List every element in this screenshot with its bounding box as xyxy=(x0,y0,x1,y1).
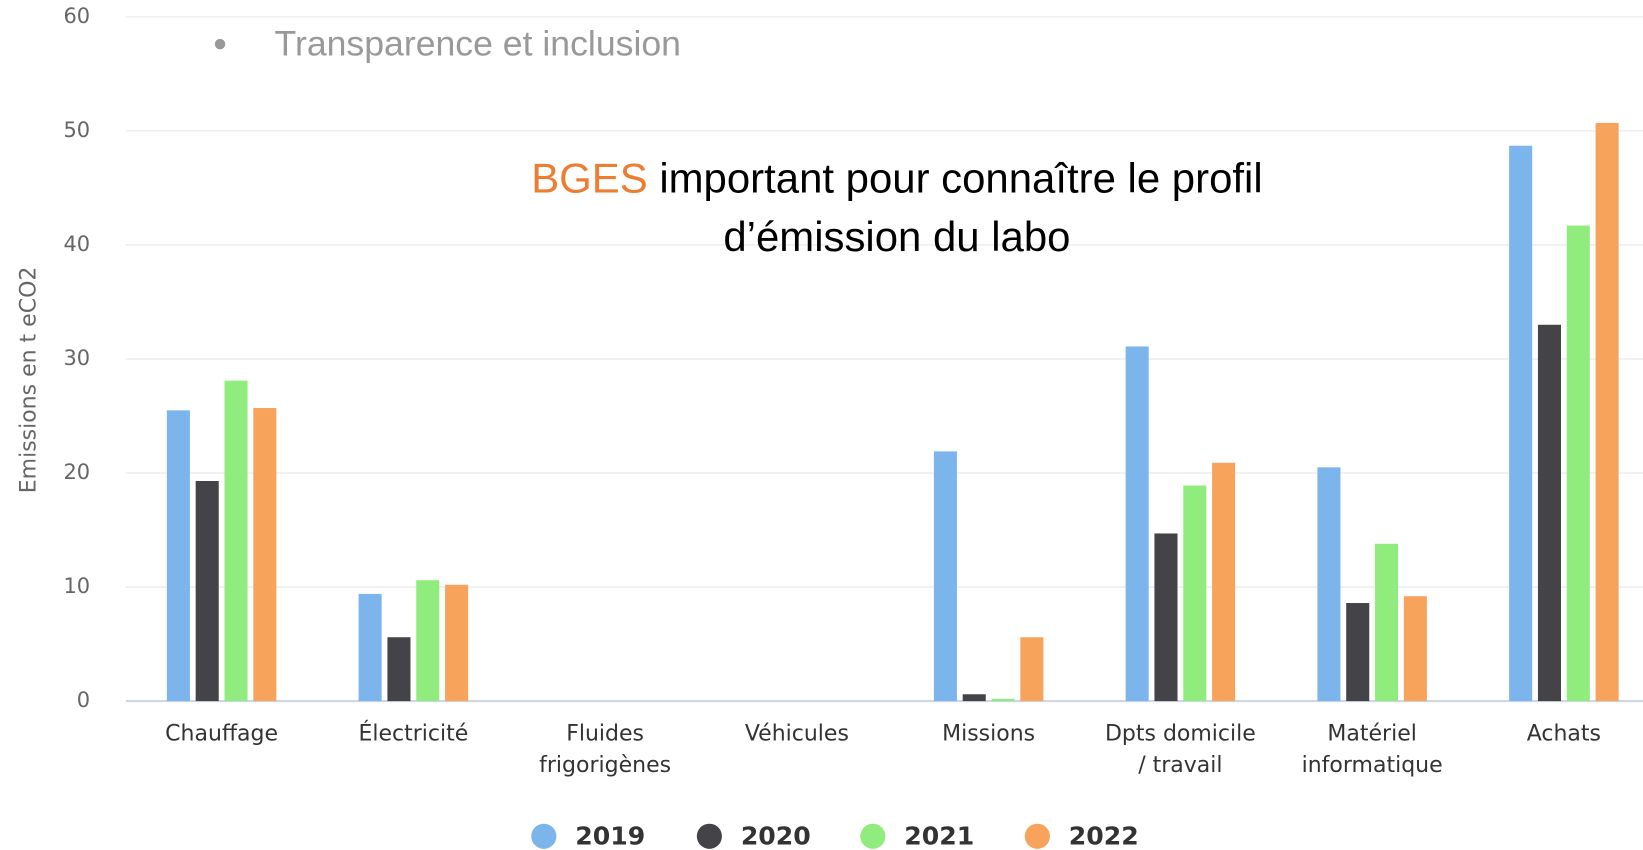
legend-marker xyxy=(531,823,557,849)
x-tick-label: Véhicules xyxy=(745,722,849,747)
y-tick-label: 50 xyxy=(63,118,90,142)
legend-label: 2020 xyxy=(741,821,811,850)
legend-marker xyxy=(1024,823,1050,849)
legend-marker xyxy=(860,823,886,849)
bar xyxy=(1595,122,1619,702)
bar xyxy=(1537,324,1562,702)
y-axis-label: Emissions en t eCO2 xyxy=(16,267,41,494)
bar xyxy=(1212,462,1236,702)
bar xyxy=(358,593,382,702)
legend-marker xyxy=(696,823,722,849)
x-tick-label: Missions xyxy=(942,722,1035,747)
bar xyxy=(1403,596,1427,702)
y-tick-label: 10 xyxy=(63,574,90,598)
y-tick-label: 30 xyxy=(63,346,90,370)
bar xyxy=(387,637,411,702)
x-tick-label: Électricité xyxy=(358,721,468,747)
x-tick-label: Dpts domicile / travail xyxy=(1105,722,1256,778)
bar xyxy=(1346,603,1370,702)
x-tick-label: Achats xyxy=(1527,722,1601,747)
annotation-text: d’émission du labo xyxy=(723,213,1070,260)
bar xyxy=(1020,637,1044,702)
bullet-text: Transparence et inclusion xyxy=(275,24,681,64)
bar xyxy=(1509,145,1533,702)
bar xyxy=(991,698,1015,702)
bar xyxy=(933,451,957,702)
bar xyxy=(1154,533,1178,702)
annotation: BGES important pour connaître le profil xyxy=(531,154,1262,201)
bar xyxy=(166,410,190,702)
bar xyxy=(195,481,219,702)
bar xyxy=(962,694,986,702)
x-tick-label: Chauffage xyxy=(165,722,278,747)
y-tick-label: 0 xyxy=(77,688,90,712)
y-tick-label: 40 xyxy=(63,232,90,256)
x-tick-label: Fluides frigorigènes xyxy=(539,722,671,778)
legend-label: 2019 xyxy=(575,821,645,850)
legend-label: 2021 xyxy=(904,821,974,850)
y-tick-label: 60 xyxy=(63,4,90,28)
bar xyxy=(1125,346,1149,702)
bar xyxy=(1317,467,1341,702)
annotation-highlight: BGES xyxy=(531,154,647,201)
bar xyxy=(253,408,277,702)
annotation-text: important pour connaître le profil xyxy=(648,154,1263,201)
bar xyxy=(1183,485,1207,702)
bullet-dot xyxy=(214,38,226,50)
bar xyxy=(416,580,440,702)
legend-label: 2022 xyxy=(1069,821,1139,850)
bar xyxy=(1566,225,1590,702)
bar xyxy=(224,380,248,702)
bar xyxy=(445,584,469,702)
bar xyxy=(1375,543,1399,702)
x-tick-label: Matériel informatique xyxy=(1302,722,1443,778)
y-tick-label: 20 xyxy=(63,460,90,484)
